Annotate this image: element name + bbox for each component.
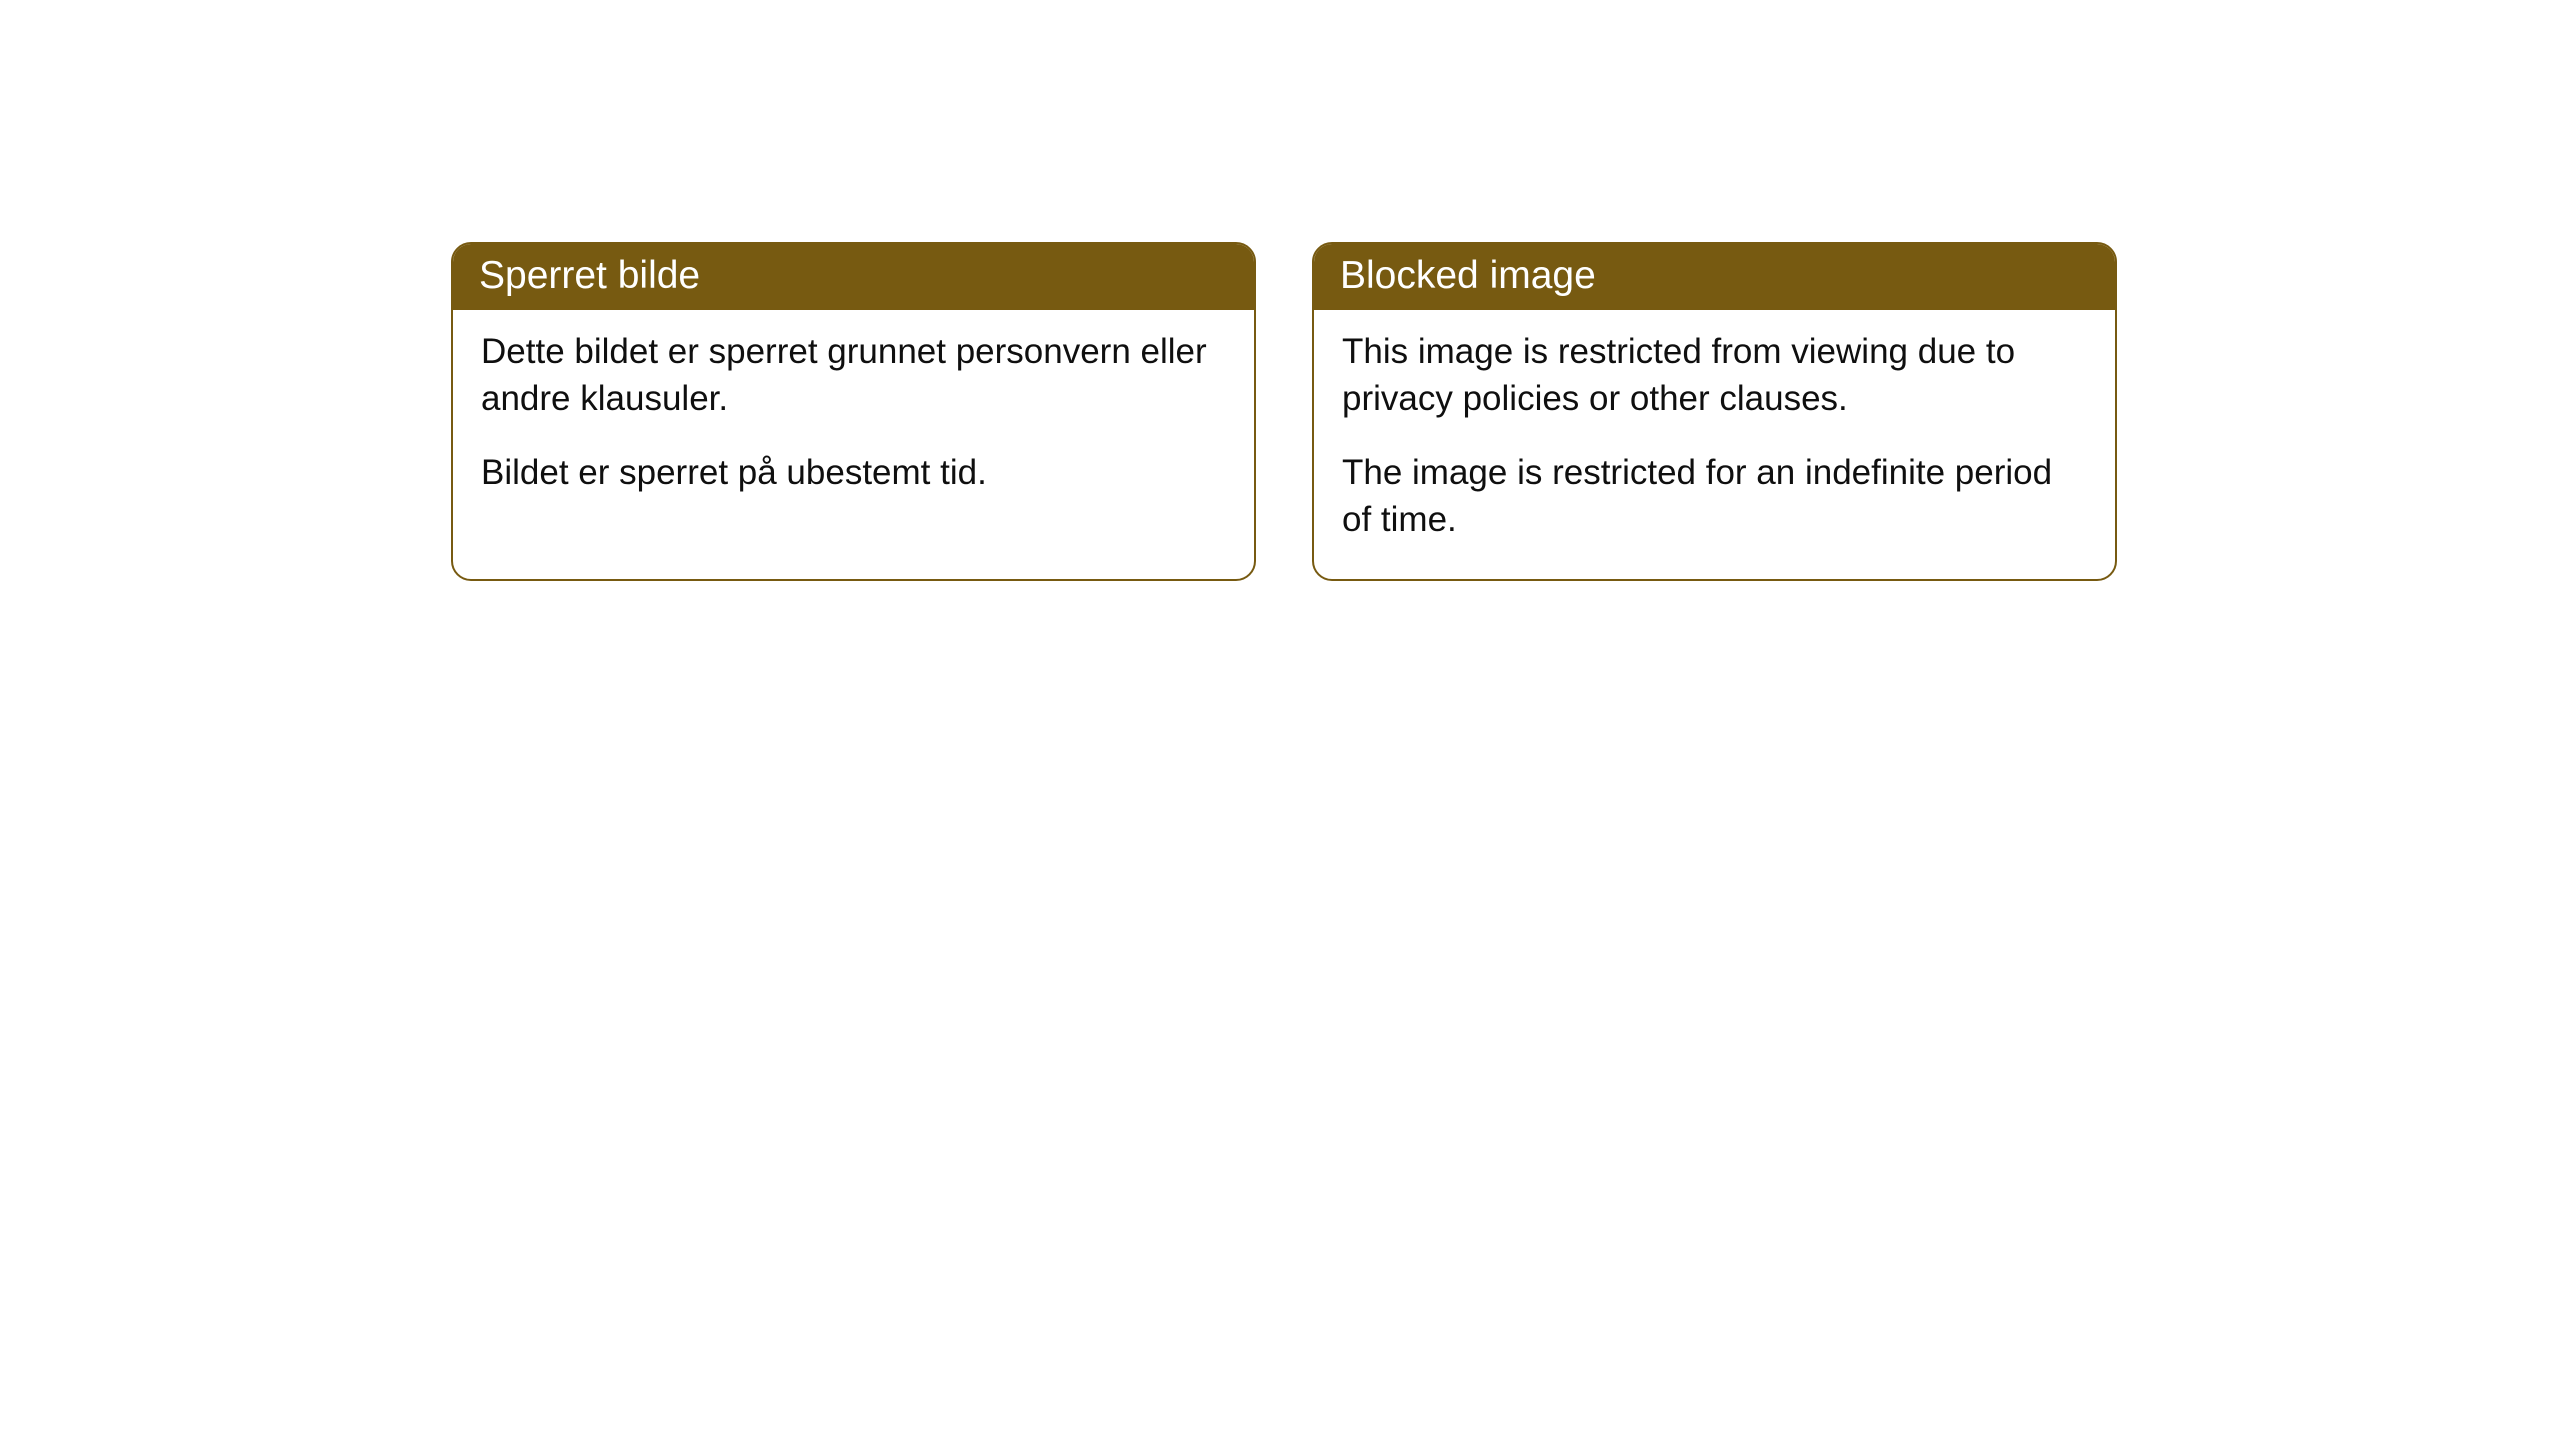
notice-cards-container: Sperret bilde Dette bildet er sperret gr… — [451, 242, 2117, 581]
blocked-image-card-norwegian: Sperret bilde Dette bildet er sperret gr… — [451, 242, 1256, 581]
card-title: Blocked image — [1340, 254, 1596, 297]
card-body: Dette bildet er sperret grunnet personve… — [453, 310, 1254, 532]
card-paragraph: This image is restricted from viewing du… — [1342, 328, 2087, 423]
card-header: Blocked image — [1314, 244, 2115, 310]
blocked-image-card-english: Blocked image This image is restricted f… — [1312, 242, 2117, 581]
card-paragraph: The image is restricted for an indefinit… — [1342, 449, 2087, 544]
card-header: Sperret bilde — [453, 244, 1254, 310]
card-body: This image is restricted from viewing du… — [1314, 310, 2115, 579]
card-paragraph: Bildet er sperret på ubestemt tid. — [481, 449, 1226, 496]
card-paragraph: Dette bildet er sperret grunnet personve… — [481, 328, 1226, 423]
card-title: Sperret bilde — [479, 254, 700, 297]
